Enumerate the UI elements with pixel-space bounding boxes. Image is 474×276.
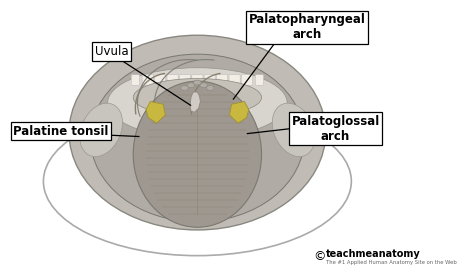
Polygon shape — [190, 92, 201, 112]
FancyBboxPatch shape — [192, 75, 203, 85]
Ellipse shape — [187, 83, 195, 88]
Ellipse shape — [200, 83, 208, 88]
Polygon shape — [229, 102, 249, 123]
FancyBboxPatch shape — [131, 75, 139, 85]
Ellipse shape — [80, 103, 122, 156]
FancyBboxPatch shape — [142, 75, 153, 85]
Text: The #1 Applied Human Anatomy Site on the Web: The #1 Applied Human Anatomy Site on the… — [326, 261, 456, 266]
FancyBboxPatch shape — [204, 75, 215, 85]
FancyBboxPatch shape — [241, 75, 253, 85]
Text: Palatine tonsil: Palatine tonsil — [13, 125, 109, 138]
Ellipse shape — [69, 35, 326, 230]
Text: teachmeanatomy: teachmeanatomy — [326, 249, 420, 259]
Ellipse shape — [91, 54, 304, 222]
FancyBboxPatch shape — [217, 75, 228, 85]
Text: Uvula: Uvula — [95, 45, 128, 58]
FancyBboxPatch shape — [180, 75, 191, 85]
Ellipse shape — [181, 86, 188, 91]
Text: ©: © — [313, 250, 325, 263]
FancyBboxPatch shape — [229, 75, 240, 85]
Ellipse shape — [133, 81, 262, 227]
FancyBboxPatch shape — [255, 75, 264, 85]
Ellipse shape — [133, 78, 262, 116]
FancyBboxPatch shape — [167, 75, 178, 85]
Ellipse shape — [155, 78, 240, 105]
FancyBboxPatch shape — [155, 75, 166, 85]
Text: Palatopharyngeal
arch: Palatopharyngeal arch — [249, 13, 365, 41]
Text: Palatoglossal
arch: Palatoglossal arch — [292, 115, 380, 142]
Ellipse shape — [272, 103, 315, 156]
Ellipse shape — [193, 80, 201, 85]
Polygon shape — [146, 102, 165, 123]
Ellipse shape — [108, 68, 287, 138]
Ellipse shape — [206, 86, 214, 91]
